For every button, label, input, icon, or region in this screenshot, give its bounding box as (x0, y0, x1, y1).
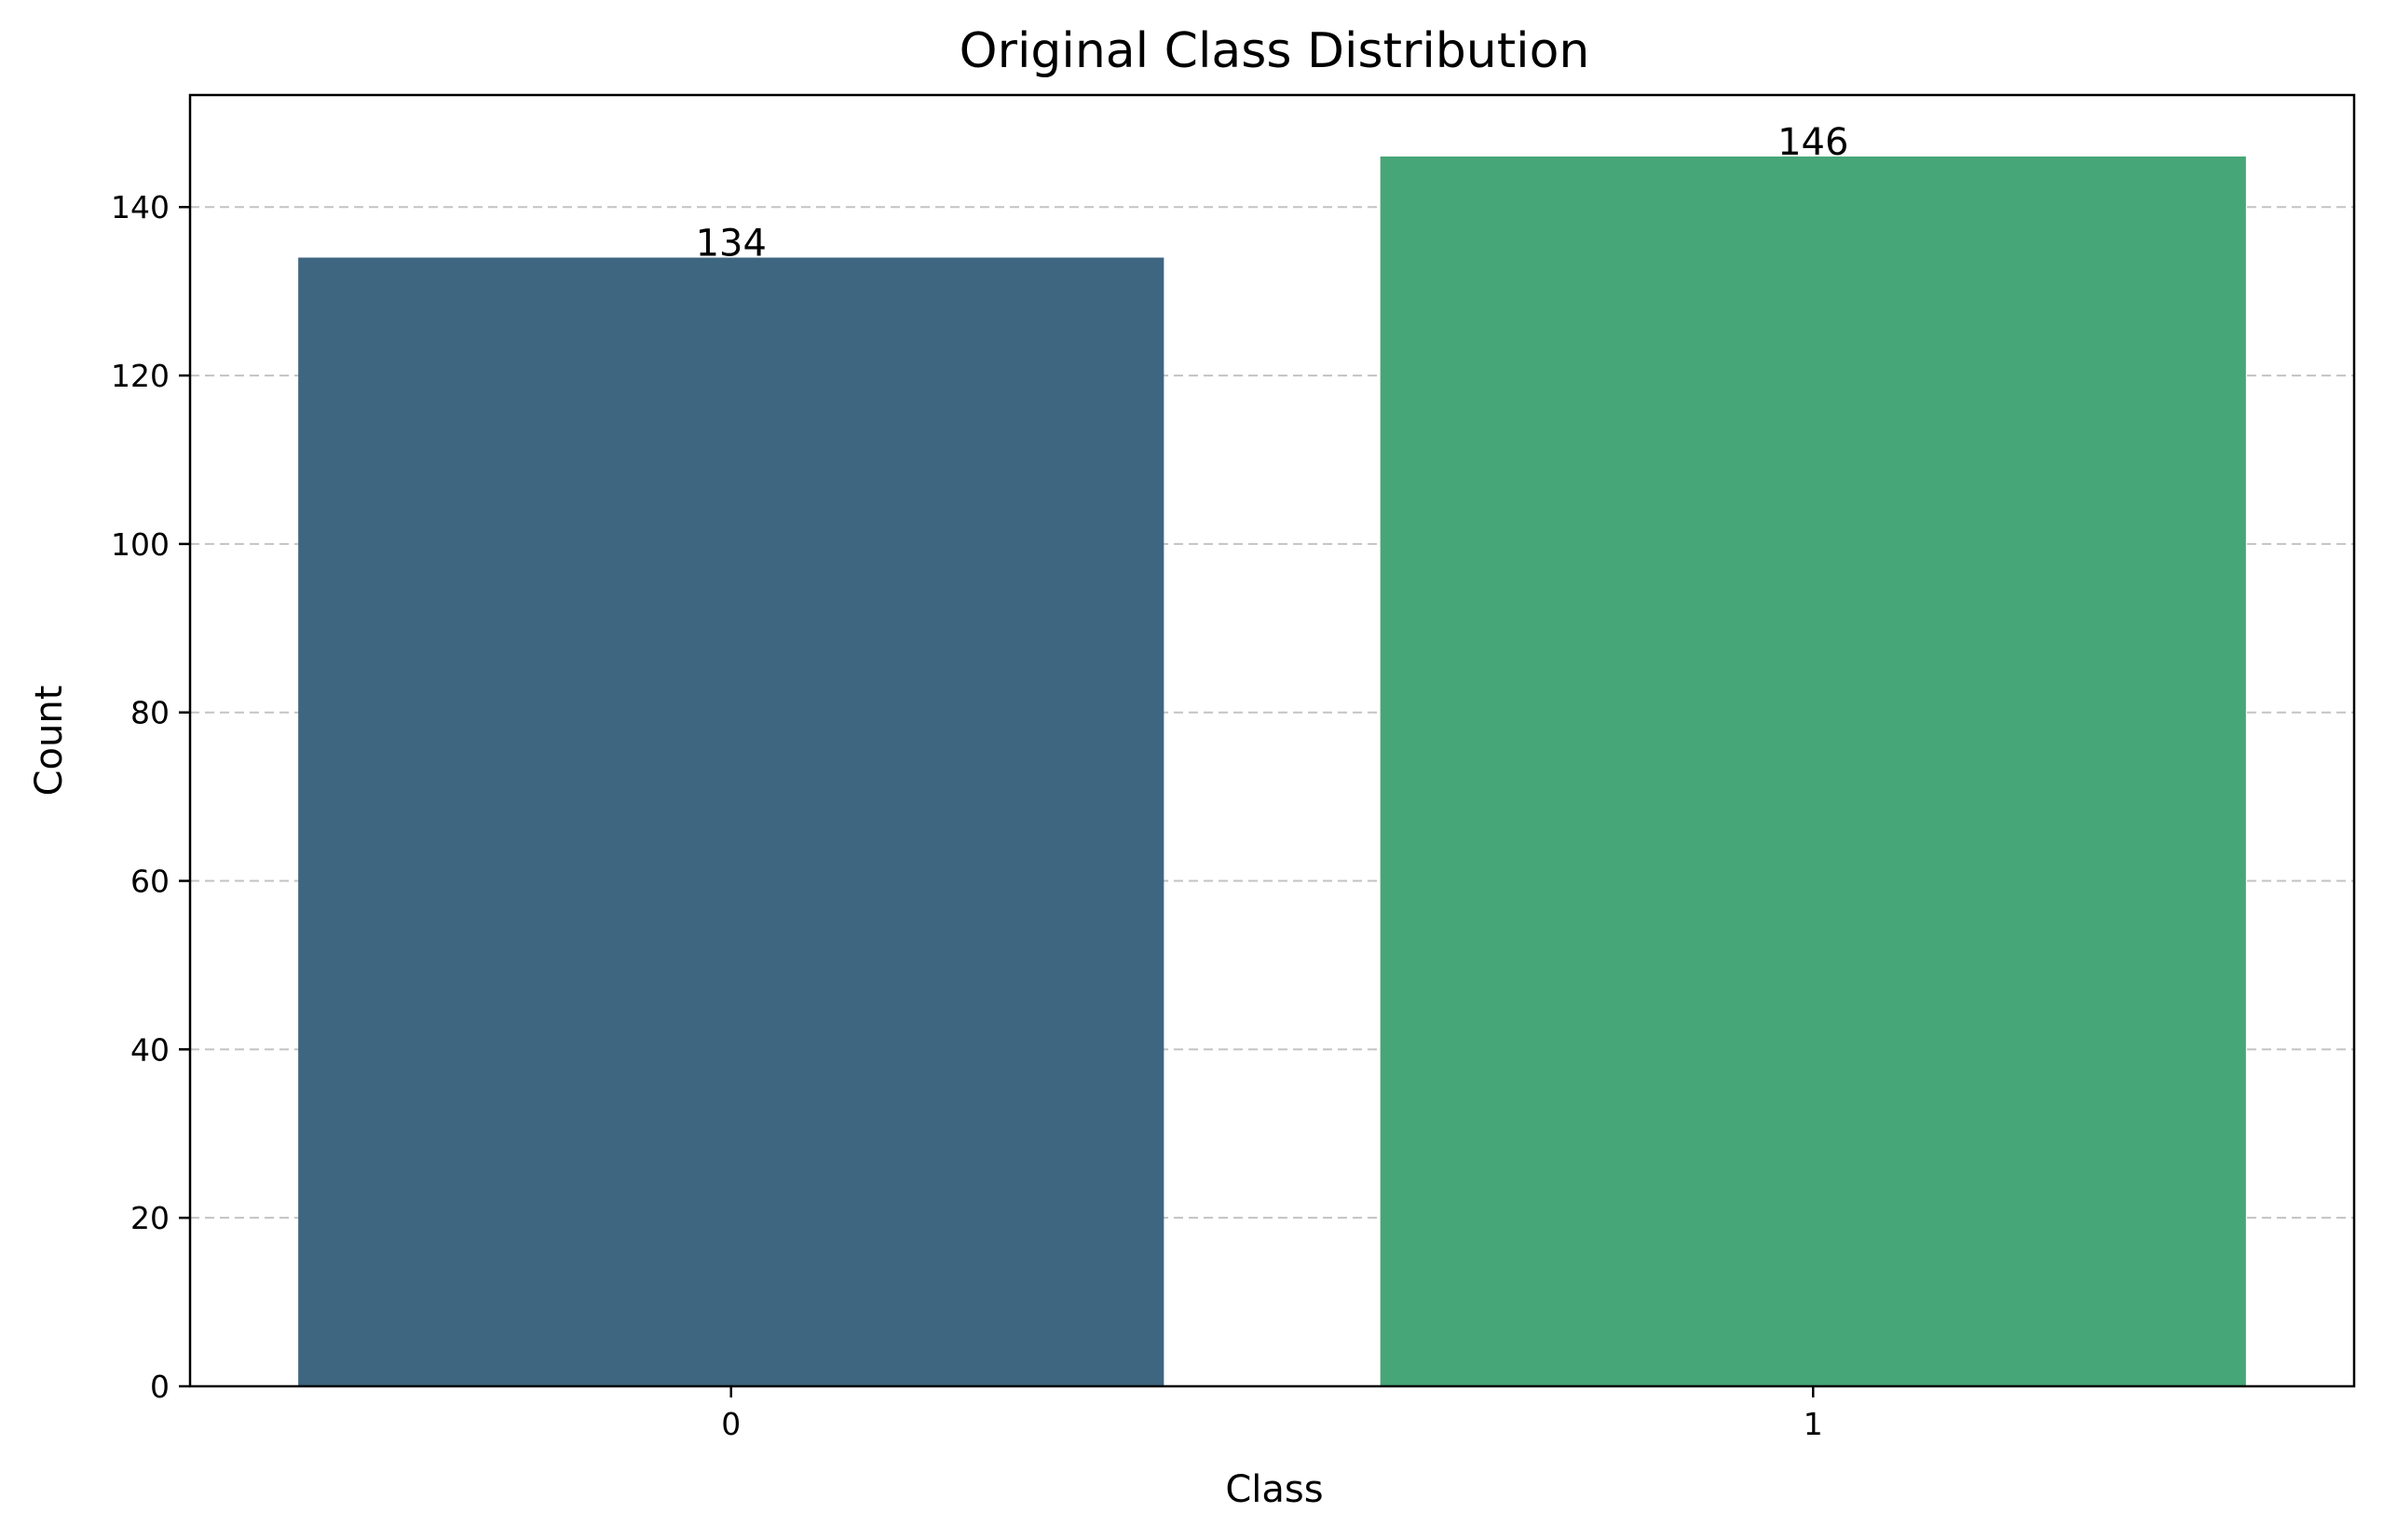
bar (298, 257, 1164, 1386)
x-axis-label: Class (1225, 1468, 1323, 1511)
y-tick-label: 20 (130, 1200, 170, 1236)
chart-title: Original Class Distribution (960, 23, 1590, 79)
x-tick-label: 0 (721, 1406, 741, 1442)
y-axis-label: Count (28, 686, 71, 797)
x-tick-label: 1 (1804, 1406, 1823, 1442)
bar-value-labels: 134 146 (696, 121, 1849, 265)
bar-value-label: 146 (1777, 121, 1848, 164)
y-tick-label: 0 (150, 1369, 170, 1405)
bar (1380, 157, 2246, 1386)
plot-frame (188, 93, 2356, 1388)
y-axis-ticks: 0 20 40 60 80 100 120 140 (111, 189, 190, 1405)
y-tick-label: 100 (111, 526, 170, 563)
y-tick-label: 140 (111, 189, 170, 225)
bars (298, 157, 2246, 1386)
y-tick-label: 80 (130, 695, 170, 731)
y-tick-label: 120 (111, 358, 170, 394)
y-tick-label: 40 (130, 1031, 170, 1068)
bar-value-label: 134 (696, 222, 767, 265)
y-tick-label: 60 (130, 864, 170, 900)
